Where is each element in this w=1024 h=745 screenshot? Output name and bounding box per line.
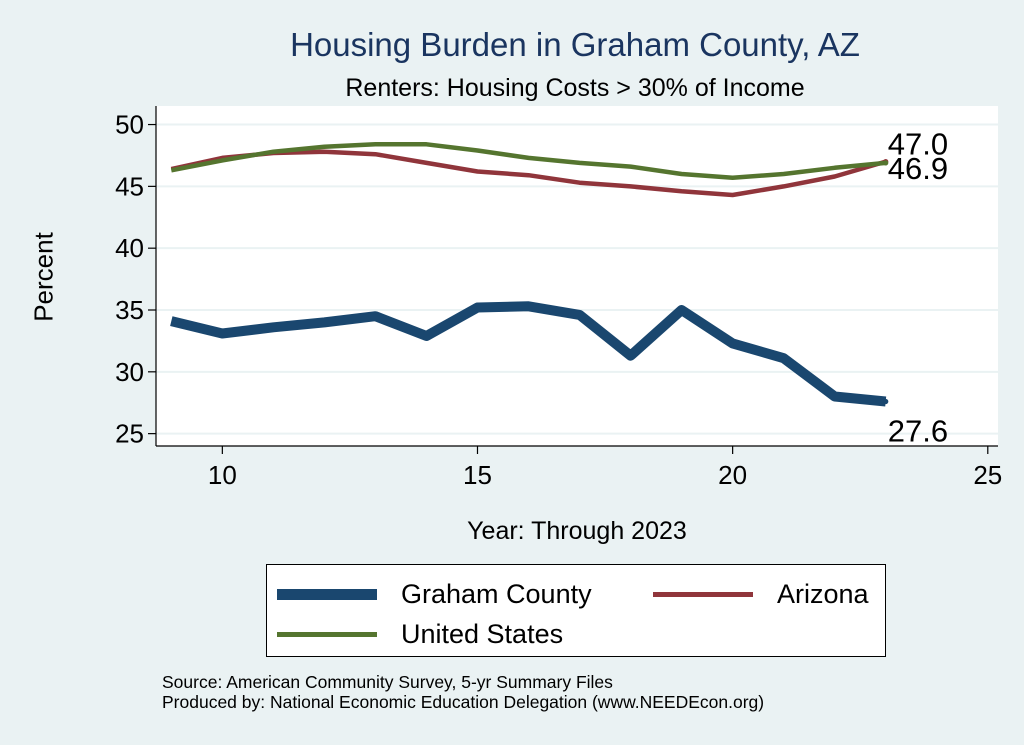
chart-title: Housing Burden in Graham County, AZ xyxy=(290,26,860,63)
line-chart: 25 30 35 40 45 50 10 15 20 25 27.6 47.046.9 xyxy=(115,106,1002,490)
legend-item-united-states: United States xyxy=(277,619,563,649)
y-axis-ticks: 25 30 35 40 45 50 xyxy=(115,110,156,449)
chart-subtitle: Renters: Housing Costs > 30% of Income xyxy=(345,74,805,102)
y-tick-label: 50 xyxy=(115,110,144,140)
axes xyxy=(155,106,998,447)
y-tick-label: 30 xyxy=(115,357,144,387)
x-tick-label: 15 xyxy=(463,460,492,490)
legend-label: Graham County xyxy=(401,578,592,609)
y-tick-label: 40 xyxy=(115,233,144,263)
legend-label: Arizona xyxy=(777,578,869,609)
series-line-arizona xyxy=(170,149,887,198)
x-axis-label: Year: Through 2023 xyxy=(467,517,687,545)
legend-swatch-graham-county xyxy=(277,588,377,600)
end-labels: 27.6 47.046.9 xyxy=(888,127,948,449)
plot-area xyxy=(156,106,998,446)
series-end-point xyxy=(883,398,889,405)
x-tick-label: 25 xyxy=(973,460,1002,490)
series-line-graham-county xyxy=(170,301,887,407)
y-tick-label: 25 xyxy=(115,419,144,449)
series-lines xyxy=(170,142,889,407)
y-tick-label: 45 xyxy=(115,171,144,201)
end-label-united-states: 46.9 xyxy=(888,151,948,186)
legend-item-arizona: Arizona xyxy=(653,579,869,609)
x-tick-label: 10 xyxy=(208,460,237,490)
series-line-united-states xyxy=(170,142,886,180)
producer-note: Produced by: National Economic Education… xyxy=(162,692,765,712)
y-tick-label: 35 xyxy=(115,295,144,325)
legend-label: United States xyxy=(401,618,564,649)
footnotes: Source: American Community Survey, 5-yr … xyxy=(162,672,764,712)
legend-item-graham-county: Graham County xyxy=(277,579,592,609)
plot-background xyxy=(156,106,998,446)
legend-swatch-united-states xyxy=(277,631,377,637)
x-tick-label: 20 xyxy=(718,460,747,490)
source-note: Source: American Community Survey, 5-yr … xyxy=(162,672,613,692)
x-axis-ticks: 10 15 20 25 xyxy=(208,446,1002,490)
end-label-arizona: 47.0 xyxy=(888,127,948,162)
end-label-graham-county: 27.6 xyxy=(888,413,948,448)
legend-swatch-arizona xyxy=(653,591,753,597)
series-end-point xyxy=(883,160,889,166)
legend: Graham County Arizona United States xyxy=(266,564,886,657)
